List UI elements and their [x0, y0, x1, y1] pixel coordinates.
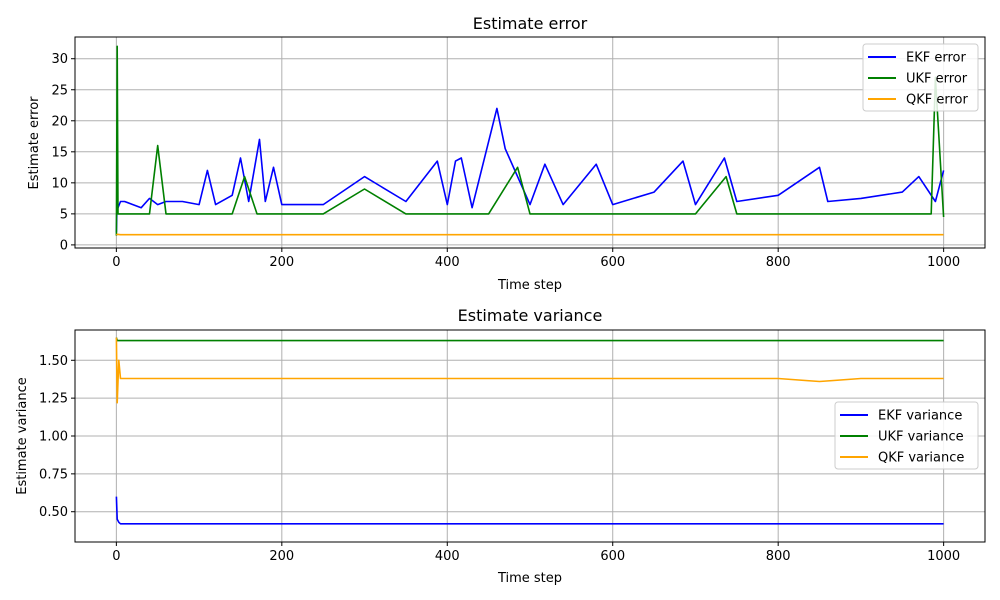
- error-grid: [75, 37, 985, 248]
- error-subplot: Estimate error 0 200 400 600 800 1000 0 5 10 15 20…: [27, 14, 986, 293]
- variance-x-tick-label: 200: [269, 549, 294, 564]
- variance-x-tick-label: 400: [435, 549, 460, 564]
- error-y-tick-label: 10: [51, 176, 68, 191]
- ekf-error-legend-label: EKF error: [906, 51, 966, 66]
- error-y-tick-label: 25: [51, 83, 68, 98]
- variance-x-tick-label: 0: [112, 549, 120, 564]
- variance-y-tick-label: 1.25: [39, 392, 68, 407]
- error-legend-box: [862, 43, 979, 112]
- ukf-variance-line: [115, 337, 944, 342]
- qkf-variance-line: [115, 337, 944, 404]
- variance-y-axis-label: Estimate variance: [15, 377, 30, 495]
- error-series-group: [115, 45, 945, 236]
- variance-y-tick-label: 1.00: [39, 430, 68, 445]
- error-chart-title: Estimate error: [473, 14, 588, 33]
- variance-ticks: 0 200 400 600 800 1000 0.50 0.75 1.00 1.25 1.50: [39, 354, 960, 564]
- variance-subplot: Estimate variance 0 200 400 600 800 10000.500…: [15, 306, 986, 586]
- error-y-tick-label: 20: [51, 114, 68, 129]
- error-legend: EKF error UKF error QKF error: [862, 43, 979, 112]
- qkf-variance-legend-label: QKF variance: [878, 451, 964, 466]
- ukf-error-line: [115, 45, 945, 236]
- variance-chart-title: Estimate variance: [458, 306, 603, 325]
- variance-x-tick-label: 1000: [927, 549, 960, 564]
- variance-x-axis-label: Time step: [497, 571, 562, 586]
- error-y-axis-label: Estimate error: [27, 96, 42, 190]
- variance-series-group: [115, 337, 944, 525]
- variance-y-tick-label: 0.50: [39, 505, 68, 520]
- error-y-tick-label: 0: [60, 238, 68, 253]
- error-x-axis-label: Time step: [497, 278, 562, 293]
- error-y-tick-label: 15: [51, 145, 68, 160]
- error-x-tick-label: 0: [112, 255, 120, 270]
- ukf-variance-legend-label: UKF variance: [878, 430, 964, 445]
- qkf-error-legend-label: QKF error: [906, 93, 968, 108]
- error-y-tick-label: 5: [60, 207, 68, 222]
- error-y-tick-label: 30: [51, 52, 68, 67]
- error-x-tick-label: 200: [269, 255, 294, 270]
- ekf-variance-legend-label: EKF variance: [878, 409, 962, 424]
- variance-legend: EKF variance UKF variance QKF variance: [834, 401, 979, 470]
- error-x-tick-label: 800: [766, 255, 791, 270]
- variance-x-tick-label: 800: [766, 549, 791, 564]
- variance-y-tick-label: 1.50: [39, 354, 68, 369]
- variance-y-tick-label: 0.75: [39, 467, 68, 482]
- variance-x-tick-label: 600: [600, 549, 625, 564]
- ekf-error-line: [115, 107, 945, 233]
- ukf-error-legend-label: UKF error: [906, 72, 968, 87]
- error-x-tick-label: 600: [600, 255, 625, 270]
- error-x-tick-label: 400: [435, 255, 460, 270]
- error-x-tick-label: 1000: [927, 255, 960, 270]
- error-ticks: 0 200 400 600 800 1000 0 5 10 15 20 25 30: [51, 52, 960, 270]
- variance-legend-box: [834, 401, 979, 470]
- variance-grid: [75, 330, 985, 542]
- qkf-error-line: [115, 233, 944, 236]
- ekf-variance-line: [115, 496, 944, 525]
- error-axes-frame: [74, 36, 986, 249]
